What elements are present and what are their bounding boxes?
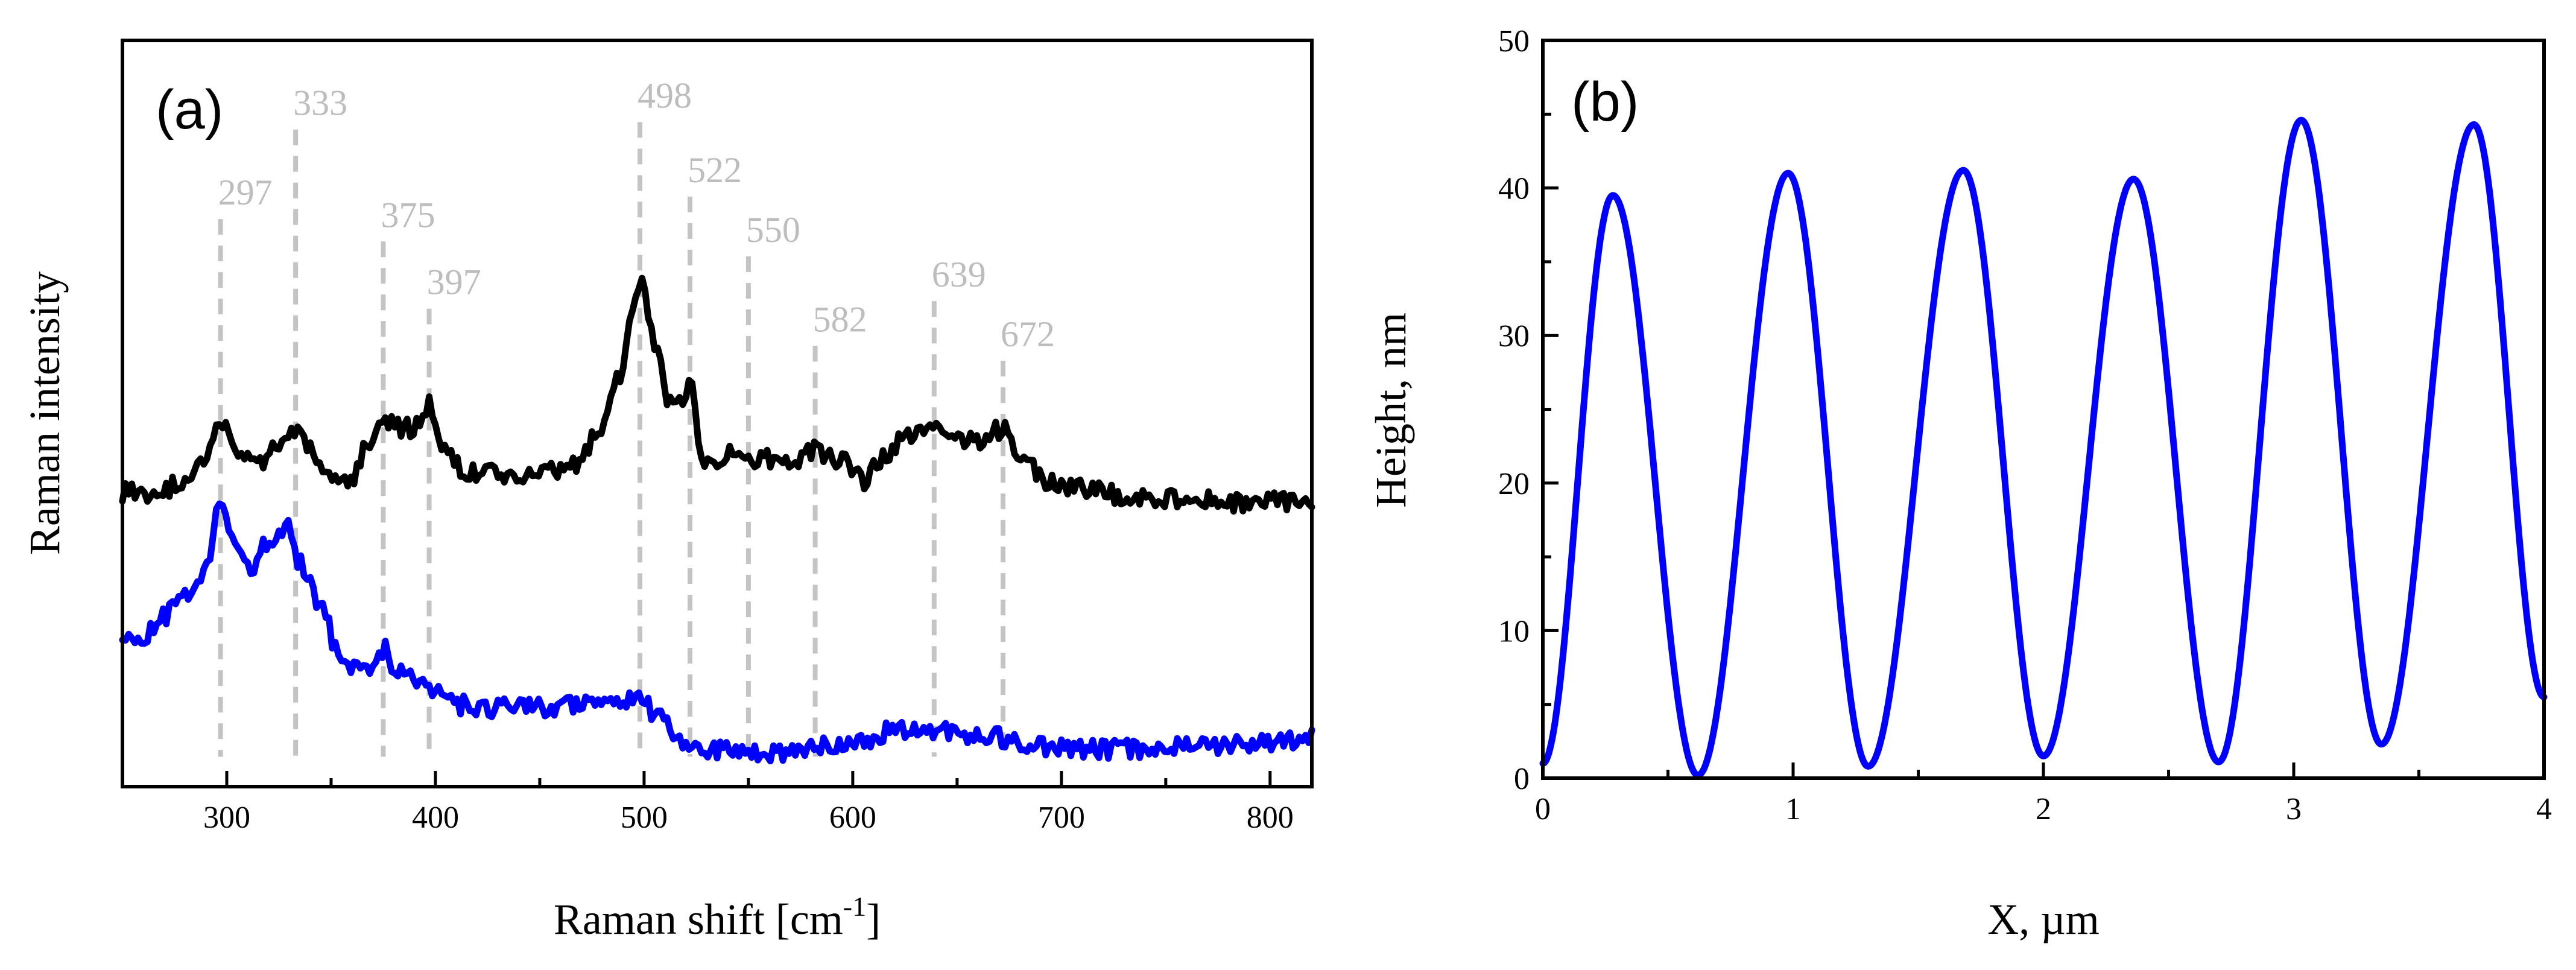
y-tick-label-b-40: 40 [1498, 172, 1530, 206]
peak-label-498: 498 [638, 75, 692, 115]
series-line-height-profile [1539, 116, 2548, 779]
series-line-blue-spectrum [119, 500, 1315, 765]
y-axis-title-b: Height, nm [1367, 312, 1415, 508]
x-axis-title-a-superscript: -1 [843, 891, 866, 922]
y-tick-label-b-50: 50 [1498, 24, 1530, 59]
y-tick-label-b-10: 10 [1498, 614, 1530, 648]
plot-frame-b [1541, 39, 2546, 780]
x-tick-label-a-300: 300 [203, 800, 250, 835]
peak-label-333: 333 [293, 83, 347, 123]
x-axis-title-a-suffix: ] [866, 895, 881, 943]
x-tick-label-b-1: 1 [1785, 792, 1801, 826]
x-tick-label-a-700: 700 [1038, 800, 1085, 835]
y-axis-title-a: Raman intensity [21, 271, 69, 555]
x-ticks-b: 0 1 2 3 4 [1535, 762, 2552, 826]
y-tick-label-b-20: 20 [1498, 467, 1530, 501]
x-tick-label-b-0: 0 [1535, 792, 1551, 826]
x-tick-label-b-4: 4 [2536, 792, 2552, 826]
x-tick-label-a-800: 800 [1247, 800, 1294, 835]
y-tick-label-b-0: 0 [1514, 762, 1530, 796]
panel-b-height-profile: 0 1 2 3 4 0 10 20 30 40 50 (b) Height, nm X, µm [1367, 24, 2552, 943]
peak-label-397: 397 [427, 262, 481, 302]
panel-label-b: (b) [1571, 71, 1639, 133]
x-axis-title-b: X, µm [1987, 895, 2099, 943]
x-tick-label-a-400: 400 [412, 800, 459, 835]
peak-label-582: 582 [813, 299, 867, 339]
series-group-a [119, 274, 1315, 765]
x-tick-label-b-3: 3 [2286, 792, 2302, 826]
peak-label-522: 522 [688, 150, 742, 190]
y-ticks-b: 0 10 20 30 40 50 [1498, 24, 1559, 796]
plot-frame-a [121, 39, 1314, 788]
x-axis-title-a-main: Raman shift [cm [554, 895, 843, 943]
panel-label-a: (a) [156, 79, 223, 141]
y-tick-label-b-30: 30 [1498, 319, 1530, 353]
x-axis-title-a: Raman shift [cm-1] [554, 891, 881, 943]
peak-label-375: 375 [381, 195, 435, 235]
peak-label-672: 672 [1001, 314, 1055, 354]
peak-label-297: 297 [218, 173, 273, 212]
series-line-black-spectrum [119, 274, 1315, 515]
x-tick-label-a-500: 500 [621, 800, 668, 835]
peak-label-550: 550 [746, 210, 800, 250]
x-tick-label-b-2: 2 [2036, 792, 2051, 826]
x-ticks-a: 300 400 500 600 700 800 [121, 771, 1294, 835]
series-group-b [1539, 116, 2548, 779]
peak-label-639: 639 [932, 255, 986, 294]
x-tick-label-a-600: 600 [829, 800, 876, 835]
